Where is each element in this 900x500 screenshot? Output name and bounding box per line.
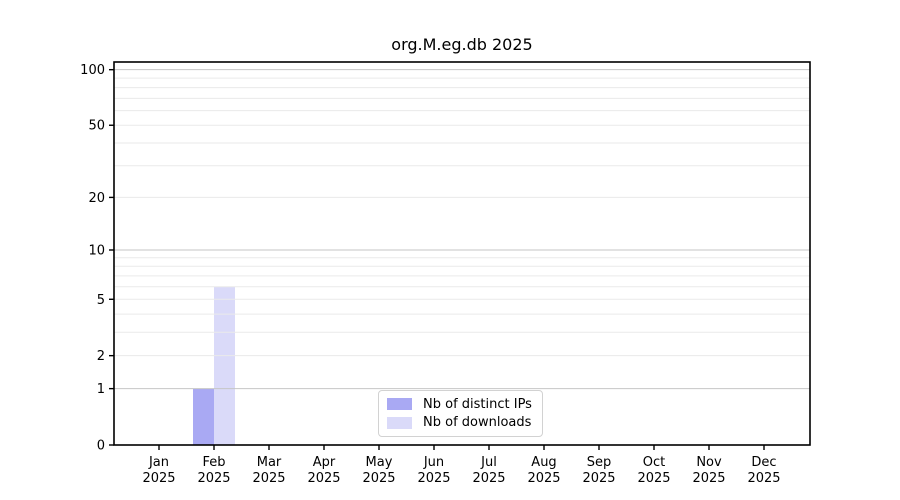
- legend-item-distinct-ips: Nb of distinct IPs: [387, 397, 534, 412]
- legend-item-downloads: Nb of downloads: [387, 415, 534, 430]
- y-tick-label: 20: [88, 191, 105, 206]
- legend: Nb of distinct IPs Nb of downloads: [378, 390, 543, 437]
- x-tick-label-year: 2025: [527, 471, 560, 486]
- x-tick-label-year: 2025: [692, 471, 725, 486]
- x-tick-label-month: Sep: [587, 455, 612, 470]
- x-tick-label-month: Jan: [148, 455, 169, 470]
- x-tick-label-month: Apr: [313, 455, 336, 470]
- x-tick-label-year: 2025: [197, 471, 230, 486]
- x-tick-label-year: 2025: [362, 471, 395, 486]
- y-tick-label: 5: [97, 293, 105, 308]
- bar-distinct-ips-feb: [193, 388, 214, 445]
- x-tick-label-month: Oct: [643, 455, 665, 470]
- x-tick-label-month: Dec: [751, 455, 776, 470]
- y-tick-label: 10: [88, 243, 105, 258]
- x-tick-label-year: 2025: [747, 471, 780, 486]
- downloads-swatch: [387, 416, 412, 429]
- x-tick-label-month: Jul: [480, 455, 497, 470]
- y-tick-label: 50: [88, 119, 105, 134]
- chart-title: org.M.eg.db 2025: [391, 35, 533, 54]
- bar-downloads-feb: [214, 286, 235, 445]
- y-tick-label: 0: [97, 439, 105, 454]
- x-tick-label-month: Nov: [696, 455, 722, 470]
- y-tick-label: 1: [97, 382, 105, 397]
- x-tick-label-month: May: [366, 455, 393, 470]
- y-tick-label: 100: [80, 63, 105, 78]
- distinct-ips-swatch: [387, 398, 412, 411]
- plot-border: [113, 61, 811, 446]
- x-tick-label-year: 2025: [472, 471, 505, 486]
- x-tick-label-year: 2025: [417, 471, 450, 486]
- x-tick-label-year: 2025: [307, 471, 340, 486]
- legend-label-downloads: Nb of downloads: [423, 415, 532, 431]
- x-tick-label-month: Feb: [202, 455, 225, 470]
- x-tick-label-year: 2025: [582, 471, 615, 486]
- x-tick-label-month: Jun: [423, 455, 444, 470]
- legend-label-distinct-ips: Nb of distinct IPs: [423, 396, 532, 412]
- x-tick-label-month: Aug: [531, 455, 556, 470]
- y-tick-label: 2: [97, 349, 105, 364]
- x-tick-label-year: 2025: [142, 471, 175, 486]
- x-tick-label-year: 2025: [637, 471, 670, 486]
- x-tick-label-month: Mar: [257, 455, 282, 470]
- x-tick-label-year: 2025: [252, 471, 285, 486]
